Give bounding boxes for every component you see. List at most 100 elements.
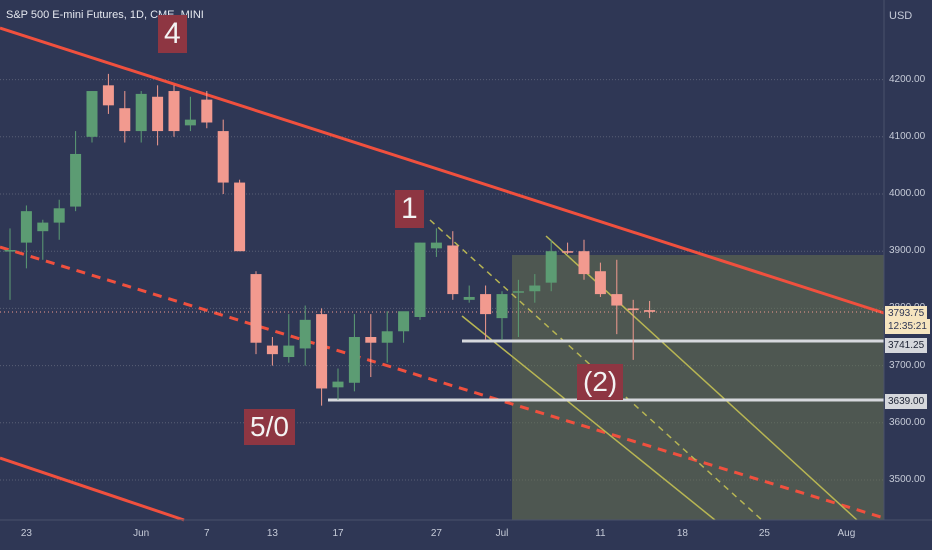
candle [102,73,114,114]
candle [184,96,196,132]
x-tick-label: Jun [133,528,150,539]
candle-body [447,245,459,295]
candle [135,91,147,143]
y-tick-label: 4000.00 [889,188,926,199]
candle-body [86,91,98,137]
countdown-tag: 12:35:21 [885,319,930,334]
candle [119,91,131,143]
candle-body [594,271,606,295]
x-tick-label: 18 [676,528,688,539]
candle [70,131,82,212]
x-tick-label: 13 [266,528,278,539]
candle-body [398,311,410,332]
candle-body [119,108,131,132]
y-tick-label: 3900.00 [889,245,926,257]
candle-body [201,99,213,123]
candle [480,285,492,340]
candle [381,311,393,363]
candle [53,199,65,240]
candle [20,205,32,269]
candle [266,337,278,366]
candle-body [184,119,196,126]
x-tick-label: Aug [837,528,856,539]
y-tick-label: 3600.00 [889,416,926,428]
candle-body [70,153,82,207]
candle-body [37,222,49,232]
wave-1-label: 1 [395,190,424,228]
candle [512,279,524,337]
candle-body [348,337,360,383]
candle-body [135,93,147,132]
wave-4-label: 4 [158,15,187,53]
x-tick-label: 23 [20,528,32,539]
x-tick-label: 25 [758,528,770,539]
candle-body [381,331,393,343]
candle-body [480,294,492,315]
candle [217,119,229,194]
candle [447,231,459,300]
level-3741-tag: 3741.25 [885,338,928,353]
candle-body [562,251,574,253]
y-tick-label: 3500.00 [889,474,926,485]
candle-body [283,345,295,358]
candle [578,239,590,280]
candle [86,91,98,143]
candle-body [20,211,32,243]
candle-body [611,294,623,306]
last-price-tag: 3793.75 [885,306,928,321]
candle-body [168,91,180,132]
candle-body [627,308,639,311]
y-tick-label: 4200.00 [889,73,926,85]
candle [594,262,606,297]
candle [562,242,574,255]
x-tick-label: 7 [204,528,210,539]
candle [398,311,410,343]
candle [348,314,360,392]
candle-body [529,285,541,292]
grid [0,79,884,481]
candle [365,314,377,378]
upper-trendline [0,26,885,315]
candle-body [266,345,278,355]
candle [283,314,295,363]
candle-body [4,250,16,252]
candle [496,291,508,340]
candle-body [644,310,656,312]
candle-body [414,242,426,317]
median-trendline-dashed [0,245,885,520]
candle [234,179,246,252]
level-3639-tag: 3639.00 [885,394,928,409]
candle [414,242,426,320]
candles [4,73,656,406]
candle [545,239,557,292]
candle [463,285,475,303]
x-tick-label: 27 [430,528,442,539]
x-tick-label: 17 [332,528,344,539]
candle [332,368,344,400]
y-tick-label: 4100.00 [889,130,926,142]
candle-body [250,274,262,343]
candle [37,219,49,260]
candle-body [496,294,508,319]
candle [168,85,180,137]
candle [611,259,623,335]
candle [529,274,541,303]
x-tick-label: Jul [495,528,509,539]
candle [250,271,262,355]
candle-body [53,208,65,223]
wave-2-label: (2) [577,364,624,400]
candle-body [578,251,590,275]
channel-lower-line [461,315,716,521]
candle-body [299,319,311,349]
wave-5-0-label: 5/0 [244,409,295,445]
candle-body [102,85,114,106]
candle-body [234,182,246,252]
candle [152,85,164,146]
x-tick-label: 11 [595,528,606,539]
candle-body [217,131,229,183]
candle-body [463,296,475,300]
candle-body [365,337,377,343]
projection-box [512,255,884,520]
candle-body [316,314,328,389]
